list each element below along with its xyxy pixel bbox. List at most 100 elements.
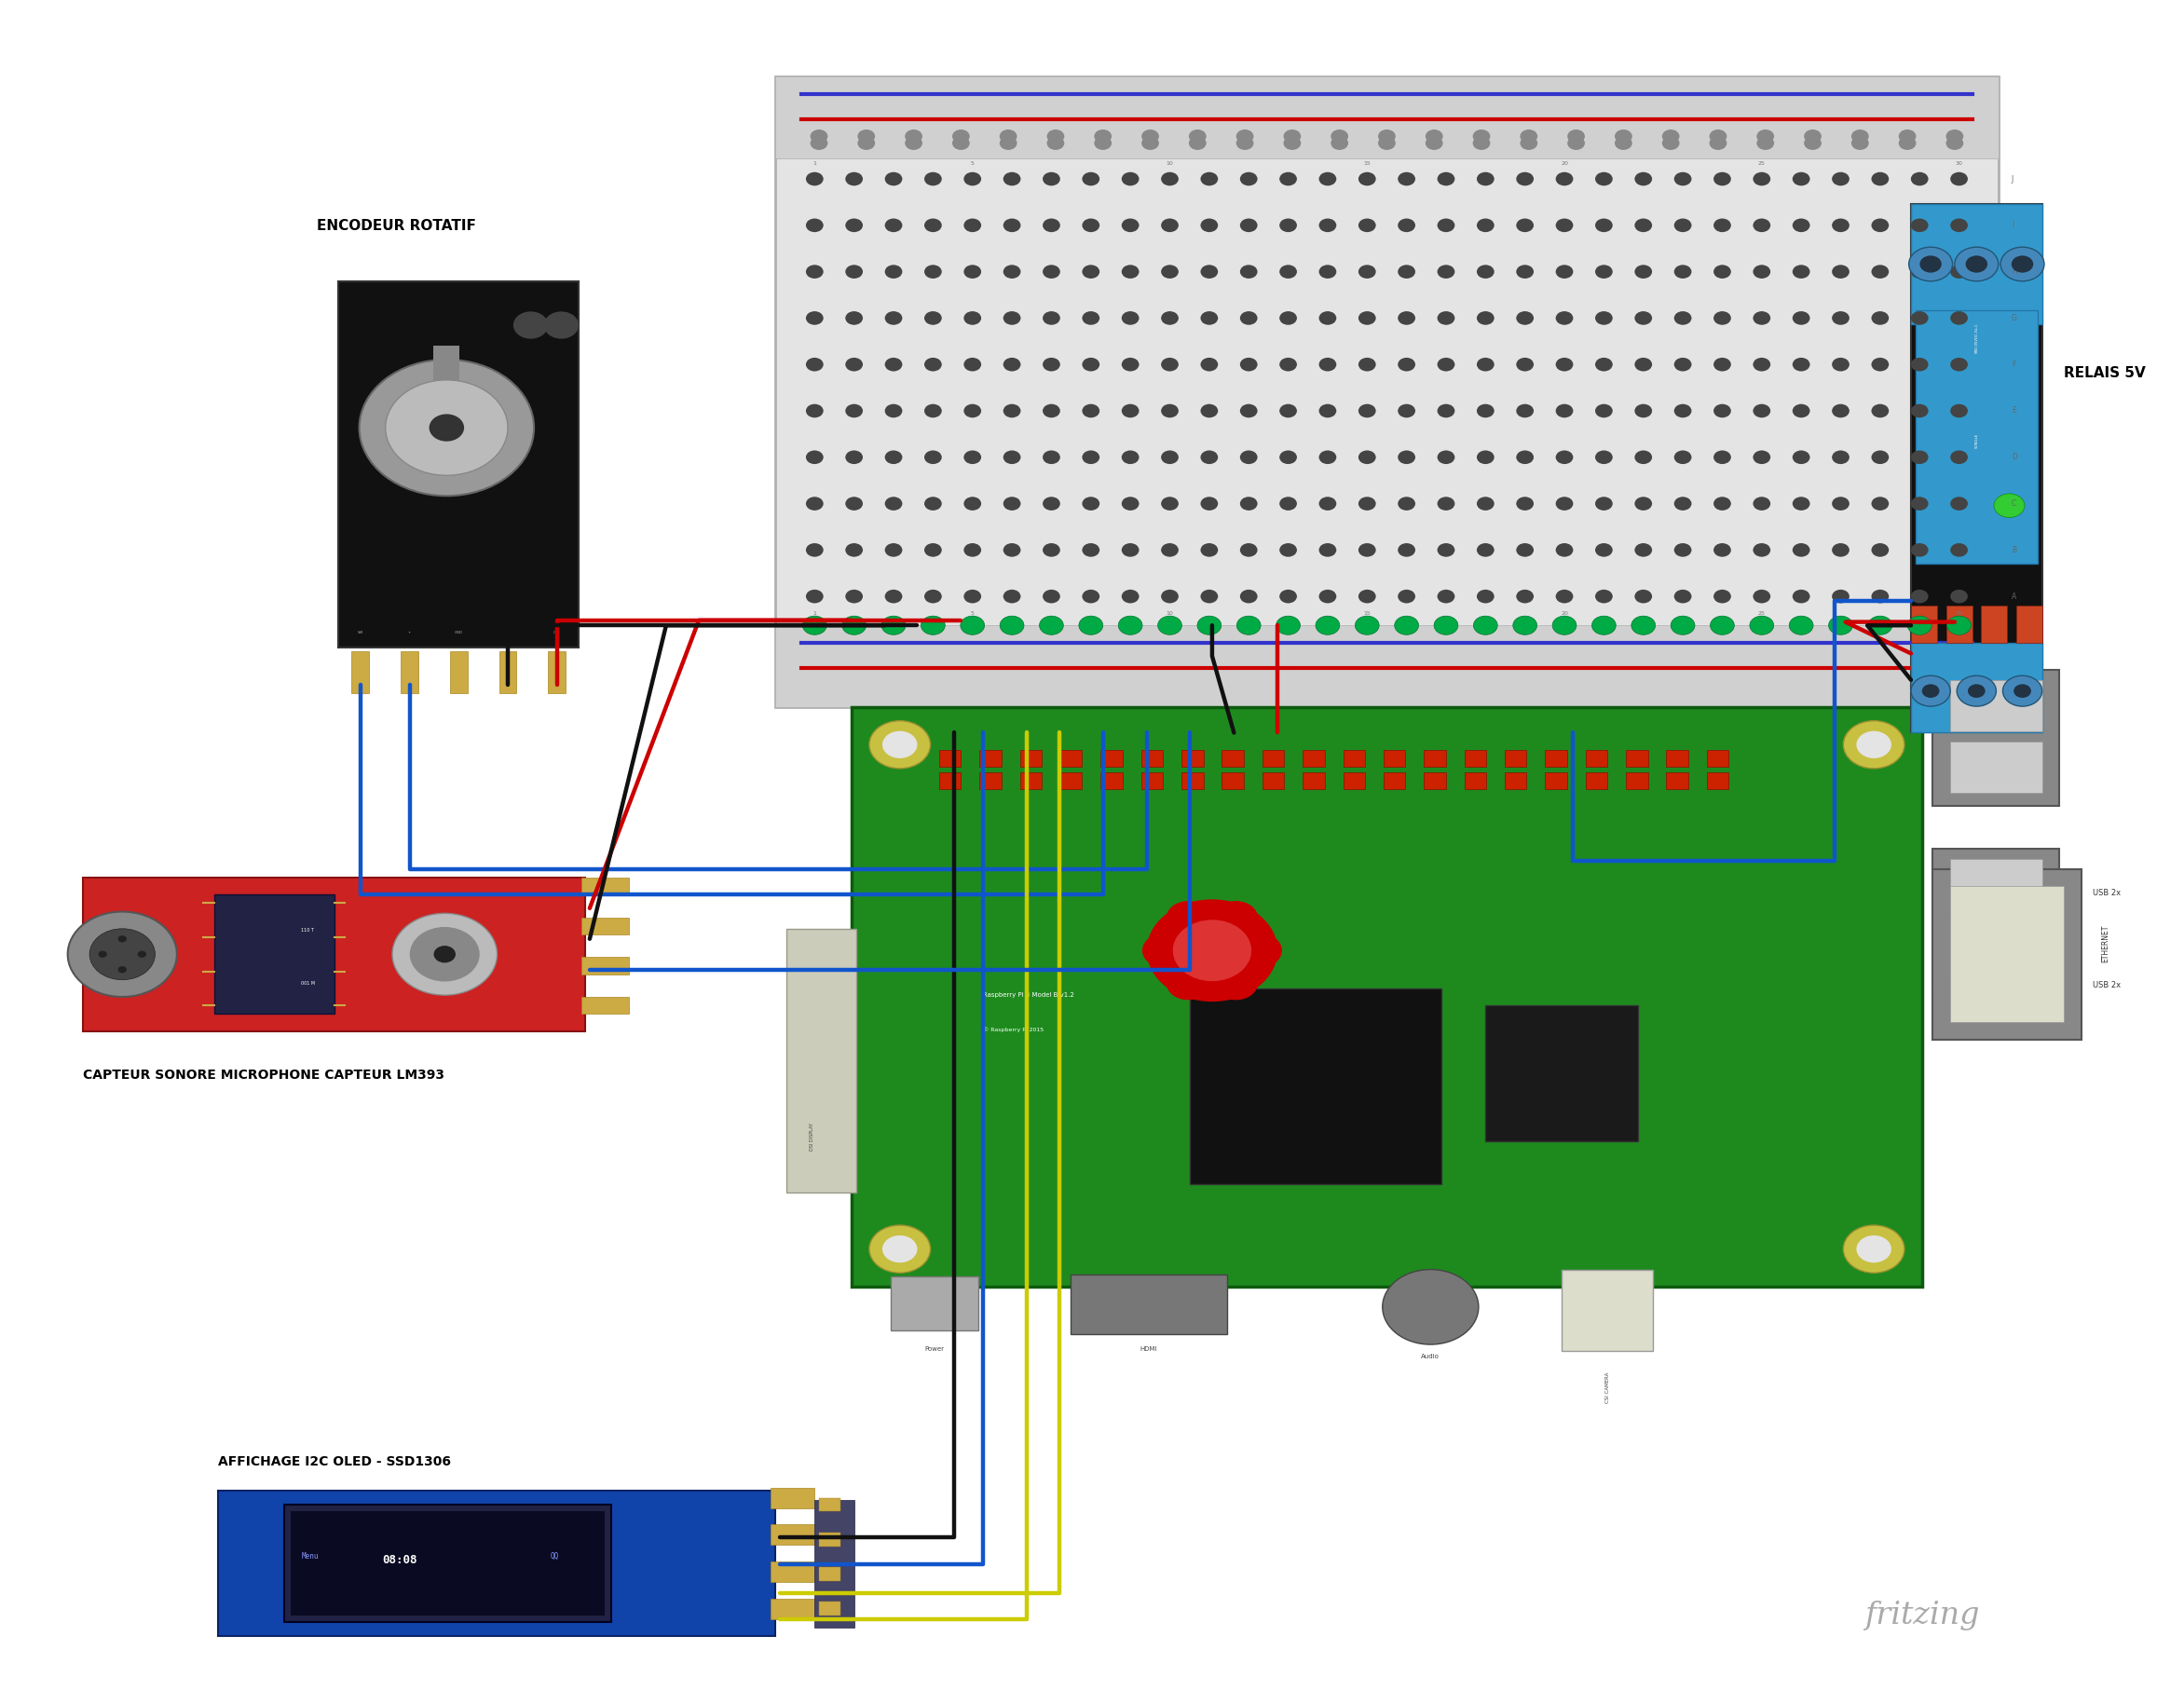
Circle shape (1555, 404, 1572, 417)
Circle shape (1162, 498, 1179, 511)
Circle shape (1437, 450, 1455, 463)
Circle shape (1852, 130, 1870, 143)
Circle shape (1856, 731, 1891, 758)
Circle shape (1358, 590, 1376, 603)
Bar (1933, 869, 2081, 1039)
Circle shape (1754, 218, 1771, 232)
Circle shape (1437, 590, 1455, 603)
Circle shape (1201, 404, 1219, 417)
Text: G: G (2011, 314, 2018, 322)
Bar (1505, 750, 1527, 767)
Bar (852, 707, 1922, 1287)
Circle shape (869, 1225, 930, 1273)
Circle shape (1173, 920, 1251, 982)
Bar (819, 1568, 841, 1581)
Circle shape (1832, 590, 1850, 603)
Circle shape (1756, 130, 1773, 143)
Circle shape (1922, 685, 1939, 699)
Text: QQ: QQ (550, 1552, 559, 1561)
Circle shape (1241, 264, 1258, 278)
Circle shape (1042, 264, 1059, 278)
Circle shape (1162, 312, 1179, 325)
Circle shape (1516, 172, 1533, 186)
Text: A: A (2011, 593, 2016, 600)
Circle shape (1319, 544, 1337, 557)
Bar (1950, 741, 2042, 792)
Circle shape (1867, 615, 1891, 636)
Bar (1562, 1269, 1653, 1351)
Circle shape (963, 544, 981, 557)
Circle shape (1238, 934, 1282, 968)
Circle shape (1754, 172, 1771, 186)
Circle shape (858, 130, 876, 143)
Text: 30: 30 (1955, 162, 1963, 167)
Circle shape (1555, 312, 1572, 325)
Circle shape (1555, 218, 1572, 232)
Circle shape (1555, 172, 1572, 186)
Circle shape (1911, 498, 1928, 511)
Circle shape (1476, 312, 1494, 325)
Circle shape (1280, 358, 1297, 371)
Circle shape (1872, 218, 1889, 232)
Bar (1020, 772, 1042, 789)
Text: CSI CAMERA: CSI CAMERA (1605, 1372, 1610, 1402)
Circle shape (1284, 130, 1302, 143)
Circle shape (1319, 358, 1337, 371)
Circle shape (1358, 358, 1376, 371)
Circle shape (1236, 130, 1254, 143)
Circle shape (1398, 544, 1415, 557)
Circle shape (1950, 404, 1968, 417)
Circle shape (1516, 544, 1533, 557)
Text: 001 M: 001 M (301, 982, 314, 987)
Circle shape (1950, 358, 1968, 371)
Circle shape (1000, 615, 1024, 636)
Circle shape (924, 358, 941, 371)
Circle shape (1843, 1225, 1904, 1273)
Circle shape (806, 312, 823, 325)
Circle shape (1398, 590, 1415, 603)
Circle shape (806, 404, 823, 417)
Circle shape (1241, 544, 1258, 557)
Circle shape (952, 130, 970, 143)
Circle shape (924, 404, 941, 417)
Circle shape (1714, 450, 1732, 463)
Circle shape (963, 404, 981, 417)
Circle shape (1241, 590, 1258, 603)
Circle shape (885, 498, 902, 511)
Circle shape (1435, 615, 1459, 636)
Circle shape (1280, 172, 1297, 186)
Circle shape (1675, 264, 1693, 278)
Text: ENCODEUR ROTATIF: ENCODEUR ROTATIF (317, 218, 476, 233)
Circle shape (138, 951, 146, 958)
Circle shape (1201, 312, 1219, 325)
Circle shape (1614, 136, 1631, 150)
Circle shape (845, 312, 863, 325)
Circle shape (952, 136, 970, 150)
Circle shape (1241, 404, 1258, 417)
Circle shape (411, 927, 480, 982)
Circle shape (924, 264, 941, 278)
Circle shape (1315, 615, 1339, 636)
Bar (1302, 750, 1324, 767)
Text: DT: DT (505, 630, 511, 636)
Circle shape (1476, 590, 1494, 603)
Circle shape (1472, 130, 1489, 143)
Bar (498, 651, 518, 694)
Circle shape (1280, 404, 1297, 417)
Circle shape (1398, 450, 1415, 463)
Circle shape (98, 951, 107, 958)
Circle shape (1241, 450, 1258, 463)
Circle shape (1950, 218, 1968, 232)
Circle shape (1754, 404, 1771, 417)
Bar (1625, 750, 1649, 767)
Circle shape (1002, 172, 1020, 186)
Circle shape (1142, 136, 1160, 150)
Text: 15: 15 (1363, 612, 1372, 617)
Bar (1950, 920, 2042, 971)
Circle shape (1634, 264, 1651, 278)
Circle shape (1675, 358, 1693, 371)
Circle shape (1081, 450, 1099, 463)
Circle shape (1042, 498, 1059, 511)
Circle shape (806, 358, 823, 371)
Circle shape (885, 358, 902, 371)
